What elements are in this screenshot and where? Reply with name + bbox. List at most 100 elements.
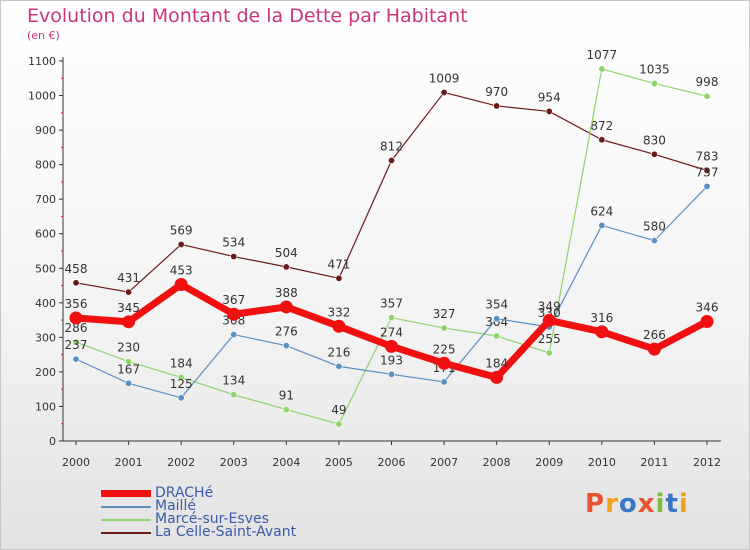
data-point: [598, 221, 606, 229]
data-point: [282, 342, 290, 350]
data-point: [387, 314, 395, 322]
data-point: [440, 324, 448, 332]
data-label: 286: [65, 321, 88, 335]
y-tick-label: 300: [35, 331, 56, 344]
x-tick-label: 2010: [588, 456, 616, 469]
proxiti-logo: Proxiti: [585, 489, 689, 519]
data-label: 225: [433, 342, 456, 356]
data-label: 354: [485, 298, 508, 312]
legend-swatch: [101, 506, 151, 508]
data-label: 1077: [587, 48, 618, 62]
data-point: [230, 253, 238, 261]
legend-item: La Celle-Saint-Avant: [101, 524, 361, 540]
data-point: [703, 182, 711, 190]
data-label: 737: [696, 165, 719, 179]
series-marc-sur-esves: 286230184134914935732730425510771035998: [65, 48, 719, 428]
data-point: [700, 314, 714, 328]
data-point: [227, 307, 241, 321]
data-label: 569: [170, 223, 193, 237]
data-label: 216: [327, 345, 350, 359]
data-label: 580: [643, 220, 666, 234]
legend-item: DRACHé: [101, 485, 361, 501]
data-label: 91: [279, 389, 294, 403]
data-label: 954: [538, 90, 561, 104]
data-point: [72, 355, 80, 363]
data-point: [542, 313, 556, 327]
data-point: [177, 240, 185, 248]
data-point: [647, 342, 661, 356]
data-label: 255: [538, 332, 561, 346]
data-point: [125, 358, 133, 366]
data-point: [177, 373, 185, 381]
data-label: 49: [331, 403, 346, 417]
x-tick-label: 2002: [167, 456, 195, 469]
data-label: 367: [222, 293, 245, 307]
data-point: [437, 356, 451, 370]
data-point: [387, 370, 395, 378]
series-drach-: 356 345 453 367 388 332 274 225 184 349 316 266 346: [65, 264, 718, 384]
data-label: 184: [170, 356, 193, 370]
x-tick-label: 2000: [62, 456, 90, 469]
logo-letter: P: [585, 489, 606, 519]
y-tick-label: 400: [35, 297, 56, 310]
chart-subtitle: (en €): [27, 29, 60, 42]
legend-label: Marcé-sur-Esves: [155, 511, 269, 527]
data-label: 812: [380, 139, 403, 153]
data-point: [125, 288, 133, 296]
x-tick-label: 2001: [115, 456, 143, 469]
x-tick-label: 2004: [272, 456, 300, 469]
data-label: 184: [485, 356, 508, 370]
data-point: [385, 339, 398, 353]
y-tick-label: 1000: [28, 90, 56, 103]
data-label: 624: [590, 204, 613, 218]
data-label: 237: [65, 338, 88, 352]
data-label: 504: [275, 246, 298, 260]
data-point: [545, 349, 553, 357]
logo-letter: o: [618, 489, 638, 519]
legend-label: Maillé: [155, 498, 196, 514]
x-tick-label: 2006: [378, 456, 406, 469]
x-tick-label: 2007: [430, 456, 458, 469]
data-point: [387, 156, 395, 164]
data-label: 872: [590, 119, 613, 133]
data-point: [174, 278, 188, 292]
legend-label: La Celle-Saint-Avant: [155, 524, 297, 540]
data-point: [440, 88, 448, 96]
data-point: [493, 102, 501, 110]
logo-letter: t: [665, 489, 679, 519]
series-la-celle-saint-avant: 458 431 569 534 504 471 812 1009 970 954 872 830 783: [65, 71, 718, 296]
legend-swatch: [101, 532, 151, 534]
data-label: 327: [433, 307, 456, 321]
data-point: [650, 150, 658, 158]
y-tick-label: 200: [35, 366, 56, 379]
y-tick-label: 500: [35, 262, 56, 275]
data-label: 970: [485, 85, 508, 99]
x-tick-label: 2005: [325, 456, 353, 469]
data-label: 356: [65, 297, 88, 311]
data-point: [703, 92, 711, 100]
data-point: [595, 325, 609, 339]
data-label: 274: [380, 325, 403, 339]
data-point: [650, 79, 658, 87]
data-label: 316: [590, 311, 613, 325]
data-point: [69, 311, 83, 325]
logo-letter: i: [655, 489, 666, 519]
data-point: [177, 394, 185, 402]
data-point: [230, 391, 238, 399]
data-label: 830: [643, 133, 666, 147]
legend-label: DRACHé: [155, 485, 214, 501]
data-point: [598, 136, 606, 144]
data-label: 998: [696, 75, 719, 89]
data-point: [72, 279, 80, 287]
data-label: 458: [65, 262, 88, 276]
legend-item: Marcé-sur-Esves: [101, 511, 361, 527]
series-maill-: 237167125308276216193171354330624580737: [65, 165, 719, 402]
data-point: [703, 167, 711, 175]
data-label: 349: [538, 299, 561, 313]
data-label: 1009: [429, 71, 460, 85]
data-point: [493, 315, 501, 323]
data-label: 193: [380, 353, 403, 367]
data-label: 230: [117, 341, 140, 355]
